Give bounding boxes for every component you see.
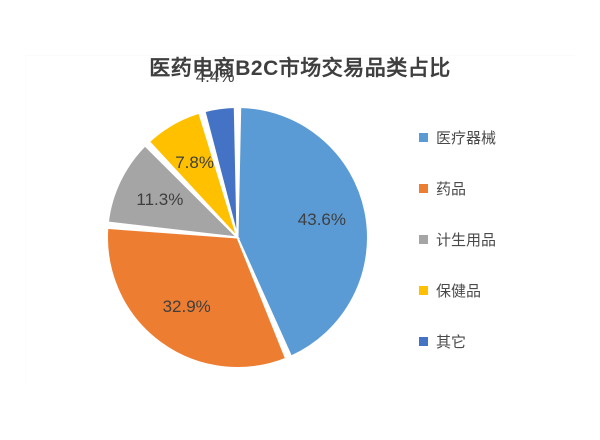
legend-swatch-icon	[419, 337, 428, 346]
pie-svg	[106, 106, 369, 369]
pie-data-label: 4.4%	[195, 66, 235, 86]
pie-slice[interactable]	[147, 111, 239, 239]
legend-swatch-icon	[419, 286, 428, 295]
pie-data-label: 43.6%	[297, 210, 346, 230]
legend-item[interactable]: 计生用品	[419, 214, 529, 265]
chart-title: 医药电商B2C市场交易品类占比	[149, 57, 451, 80]
legend-item-label: 其它	[436, 334, 467, 351]
legend-item-label: 保健品	[436, 283, 482, 300]
pie-slice[interactable]	[106, 144, 241, 239]
legend-item[interactable]: 其它	[419, 316, 529, 367]
pie-data-label: 11.3%	[136, 190, 184, 210]
pie-slice[interactable]	[203, 106, 239, 238]
legend-item-label: 医疗器械	[436, 130, 497, 147]
legend-item[interactable]: 保健品	[419, 265, 529, 316]
pie-data-label: 32.9%	[162, 297, 211, 316]
legend-item-label: 药品	[436, 181, 467, 198]
legend-item[interactable]: 医疗器械	[419, 112, 529, 163]
legend-swatch-icon	[419, 235, 428, 244]
legend-swatch-icon	[419, 184, 428, 193]
legend-item[interactable]: 药品	[419, 163, 529, 214]
chart-legend: 医疗器械药品计生用品保健品其它	[419, 112, 529, 367]
legend-item-label: 计生用品	[436, 232, 497, 249]
legend-swatch-icon	[419, 133, 428, 142]
pie-slice-group	[106, 106, 369, 369]
pie-plot-area: 43.6% 32.9% 11.3% 7.8% 4.4%	[100, 67, 375, 375]
pie-data-label: 7.8%	[175, 152, 214, 172]
pie-slice[interactable]	[106, 226, 288, 369]
pie-slice[interactable]	[236, 106, 369, 358]
